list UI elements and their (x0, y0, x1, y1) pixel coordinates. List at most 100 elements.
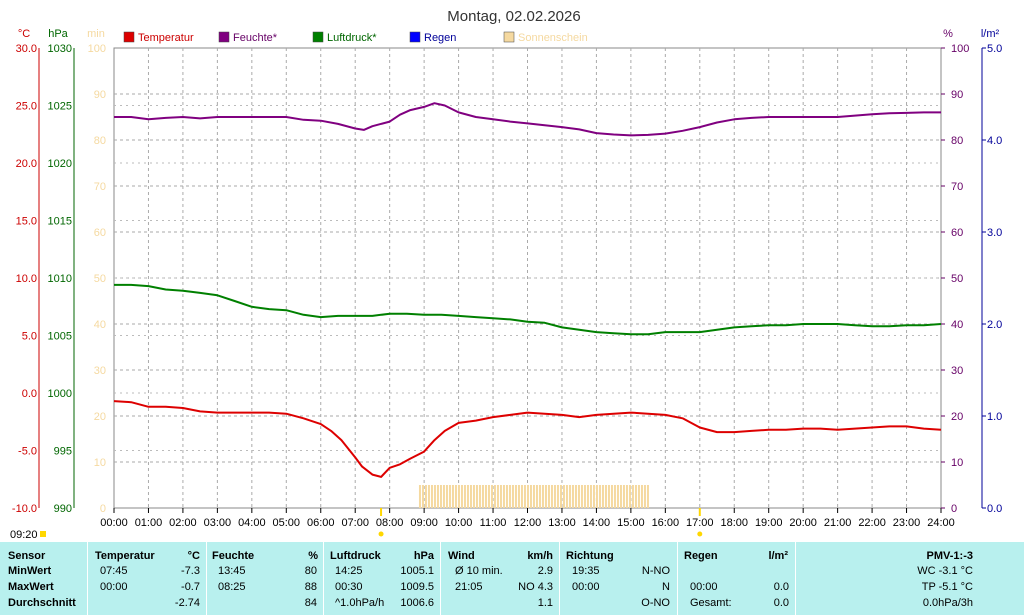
temp-tick-label: 10.0 (16, 273, 37, 285)
sunshine-tick-label: 20 (94, 411, 106, 423)
chart-title: Montag, 02.02.2026 (447, 8, 580, 25)
x-tick-label: 08:00 (376, 517, 404, 529)
header-sensor: Sensor (8, 550, 46, 562)
sunshine-bar (484, 485, 487, 508)
sunshine-bar (475, 485, 478, 508)
sunshine-bar (556, 485, 559, 508)
legend-swatch (123, 31, 135, 43)
legend-swatch (409, 31, 421, 43)
sunshine-bar (523, 485, 526, 508)
humidity-tick-label: 40 (951, 319, 963, 331)
table-cell-temp-v: -7.3 (181, 565, 200, 577)
table-cell-rain-t: Gesamt: (690, 597, 732, 609)
sunshine-bar (571, 485, 574, 508)
table-cell-wind-t: Ø 10 min. (455, 565, 503, 577)
pressure-tick-label: 995 (54, 446, 72, 458)
x-tick-label: 23:00 (893, 517, 921, 529)
sunshine-tick-label: 10 (94, 457, 106, 469)
x-tick-label: 24:00 (927, 517, 955, 529)
table-cell-press-t: ^1.0hPa/h (335, 597, 385, 609)
pressure-tick-label: 1025 (48, 101, 72, 113)
table-cell-wind-v: NO 4.3 (518, 581, 553, 593)
header-direction: Richtung (566, 550, 614, 562)
table-cell-temp-t: 00:00 (100, 581, 128, 593)
header-pressure-unit: hPa (413, 550, 434, 562)
series-line-luftdruck (114, 283, 942, 336)
table-cell-press-v: 1006.6 (400, 597, 434, 609)
x-tick-label: 05:00 (273, 517, 301, 529)
legend-label: Feuchte* (233, 32, 278, 44)
sunshine-bar (490, 485, 493, 508)
sunshine-bar (502, 485, 505, 508)
time-markers (378, 508, 703, 537)
x-tick-label: 16:00 (652, 517, 680, 529)
sunshine-bar (436, 485, 439, 508)
sunshine-bar (595, 485, 598, 508)
table-cell-pmv: WC -3.1 °C (917, 565, 973, 577)
table-divider (323, 542, 324, 615)
x-tick-label: 22:00 (858, 517, 886, 529)
header-wind: Wind (448, 550, 475, 562)
humidity-tick-label: 80 (951, 135, 963, 147)
table-cell-rain-v: 0.0 (773, 581, 789, 593)
sunshine-bar (418, 485, 421, 508)
table-divider (677, 542, 678, 615)
chart-grid (113, 47, 942, 509)
sunshine-bar (568, 485, 571, 508)
x-tick-label: 21:00 (824, 517, 852, 529)
pressure-tick-label: 1010 (48, 273, 72, 285)
pressure-tick-label: 1005 (48, 331, 72, 343)
table-cell-pmv: TP -5.1 °C (921, 581, 973, 593)
legend-label: Sonnenschein (518, 32, 588, 44)
chart-legend: Temperatur Feuchte* Luftdruck* Regen Sonnens… (123, 31, 588, 44)
x-tick-label: 18:00 (720, 517, 748, 529)
sunshine-bar (505, 485, 508, 508)
x-tick-label: 20:00 (789, 517, 817, 529)
sunshine-bar (514, 485, 517, 508)
sunshine-bar (532, 485, 535, 508)
temp-tick-label: 25.0 (16, 101, 37, 113)
sunshine-bar (637, 485, 640, 508)
sunshine-bar (631, 485, 634, 508)
series-line-feuchte (114, 102, 941, 137)
sunshine-tick-label: 80 (94, 135, 106, 147)
sunshine-bar (460, 485, 463, 508)
sunshine-bar (511, 485, 514, 508)
rain-tick-label: 4.0 (987, 135, 1002, 147)
humidity-tick-label: 90 (951, 89, 963, 101)
sunshine-bar (604, 485, 607, 508)
table-cell-label: MinWert (8, 565, 52, 577)
table-cell-press-v: 1009.5 (400, 581, 434, 593)
header-rain: Regen (684, 550, 718, 562)
sunshine-bar (526, 485, 529, 508)
table-cell-dir-t: 19:35 (572, 565, 600, 577)
sunshine-tick-label: 50 (94, 273, 106, 285)
axis-units: °C hPa min% l/m² (18, 28, 1000, 40)
table-cell-press-t: 14:25 (335, 565, 363, 577)
rain-tick-label: 3.0 (987, 227, 1002, 239)
sunshine-bar (625, 485, 628, 508)
header-pmv: PMV-1:-3 (926, 550, 973, 562)
legend-swatch (312, 31, 324, 43)
rain-tick-label: 1.0 (987, 411, 1002, 423)
table-cell-dir-v: N (662, 581, 670, 593)
pressure-tick-label: 1030 (48, 43, 72, 55)
table-cell-dir-t: 00:00 (572, 581, 600, 593)
sunshine-bar (493, 485, 496, 508)
sunshine-tick-label: 90 (94, 89, 106, 101)
humidity-tick-label: 100 (951, 43, 969, 55)
sunshine-bar (451, 485, 454, 508)
sunshine-bar (607, 485, 610, 508)
x-tick-label: 19:00 (755, 517, 783, 529)
rain-axis-unit: l/m² (981, 28, 1000, 40)
sunshine-bar (544, 485, 547, 508)
time-marker-dot (697, 531, 703, 537)
sunshine-bar (445, 485, 448, 508)
temp-tick-label: -5.0 (18, 446, 37, 458)
temp-tick-label: 30.0 (16, 43, 37, 55)
sunshine-bar (613, 485, 616, 508)
humidity-tick-label: 60 (951, 227, 963, 239)
sunshine-bar (442, 485, 445, 508)
table-cell-wind-t: 21:05 (455, 581, 483, 593)
rain-tick-label: 2.0 (987, 319, 1002, 331)
